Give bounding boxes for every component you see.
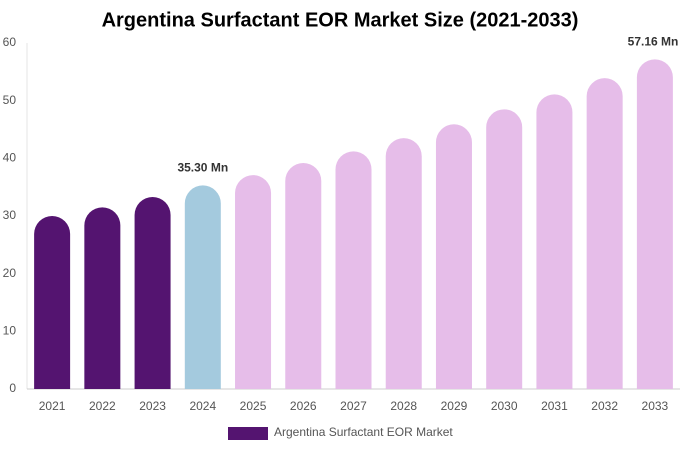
bar (235, 175, 272, 389)
y-tick-label: 40 (3, 151, 17, 165)
value-label: 57.16 Mn (628, 35, 679, 49)
x-tick-label: 2023 (139, 399, 166, 413)
y-tick-label: 20 (3, 266, 17, 280)
bar (335, 151, 372, 389)
y-tick-label: 30 (3, 208, 17, 222)
chart-title: Argentina Surfactant EOR Market Size (20… (102, 9, 579, 31)
x-tick-label: 2031 (541, 399, 568, 413)
x-tick-label: 2033 (642, 399, 669, 413)
x-tick-label: 2032 (591, 399, 618, 413)
bar (285, 162, 322, 389)
bar (385, 138, 422, 389)
legend-label: Argentina Surfactant EOR Market (274, 425, 453, 439)
bar (134, 196, 171, 389)
y-tick-label: 0 (9, 381, 16, 395)
x-tick-label: 2022 (89, 399, 116, 413)
x-tick-label: 2030 (491, 399, 518, 413)
x-tick-label: 2021 (39, 399, 66, 413)
value-label: 35.30 Mn (177, 161, 228, 175)
y-tick-label: 10 (3, 324, 17, 338)
bar (84, 207, 121, 389)
bar (586, 78, 623, 389)
bar (435, 124, 472, 390)
bar (486, 109, 523, 390)
y-tick-label: 50 (3, 93, 17, 107)
x-tick-label: 2027 (340, 399, 367, 413)
x-tick-label: 2024 (189, 399, 216, 413)
legend-swatch (228, 427, 268, 440)
bar (536, 94, 573, 389)
bar (636, 59, 673, 390)
x-tick-label: 2026 (290, 399, 317, 413)
x-tick-label: 2025 (240, 399, 267, 413)
bar (184, 185, 221, 389)
x-tick-label: 2029 (441, 399, 468, 413)
y-tick-label: 60 (3, 35, 17, 49)
bar (34, 216, 71, 389)
x-tick-label: 2028 (390, 399, 417, 413)
